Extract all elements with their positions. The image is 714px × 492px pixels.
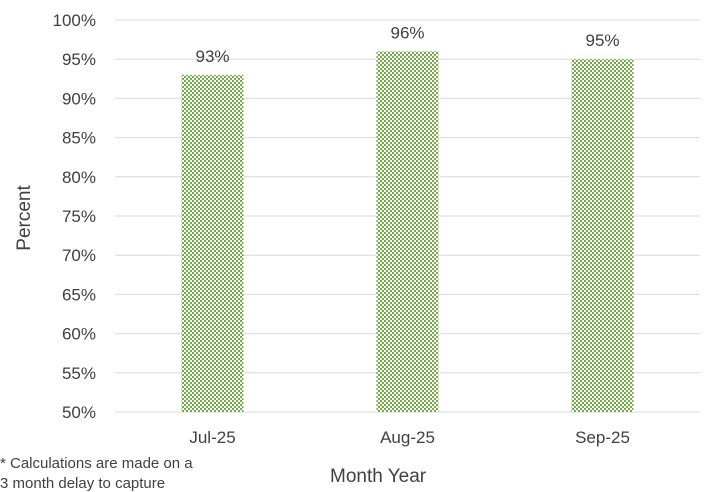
y-tick-label: 95% — [62, 50, 96, 69]
footnote-line-2: 3 month delay to capture — [0, 475, 166, 492]
x-tick-label: Sep-25 — [575, 428, 630, 447]
y-tick-label: 50% — [62, 403, 96, 422]
data-label: 96% — [390, 23, 424, 42]
y-tick-label: 75% — [62, 207, 96, 226]
y-tick-label: 80% — [62, 168, 96, 187]
y-tick-label: 55% — [62, 364, 96, 383]
x-axis-title: Month Year — [330, 466, 427, 487]
y-tick-label: 70% — [62, 246, 96, 265]
bar — [181, 74, 244, 412]
data-label: 93% — [195, 47, 229, 66]
y-axis-tick-labels: 100% 95% 90% 85% 80% 75% 70% 65% 60% 55% 50% — [53, 11, 96, 422]
y-axis-title: Percent — [14, 185, 35, 251]
y-tick-label: 90% — [62, 89, 96, 108]
y-tick-label: 60% — [62, 325, 96, 344]
x-axis-tick-labels: Jul-25 Aug-25 Sep-25 — [189, 428, 630, 447]
bar — [571, 59, 634, 412]
y-tick-label: 100% — [53, 11, 96, 30]
x-tick-label: Aug-25 — [380, 428, 435, 447]
bars: 93% 96% 95% — [181, 23, 634, 413]
y-tick-label: 85% — [62, 129, 96, 148]
x-tick-label: Jul-25 — [189, 428, 235, 447]
bar — [376, 51, 439, 413]
y-tick-label: 65% — [62, 285, 96, 304]
footnote-line-1: * Calculations are made on a — [0, 455, 193, 472]
data-label: 95% — [585, 31, 619, 50]
